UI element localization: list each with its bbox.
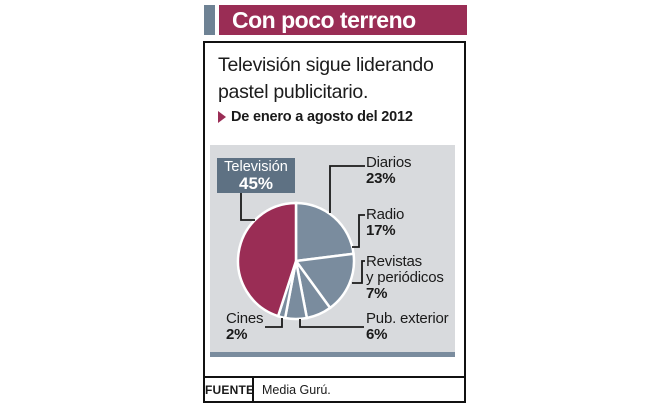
period-note: De enero a agosto del 2012 (218, 109, 413, 125)
pie-slice-televisi-n (236, 201, 298, 318)
page-title: Con poco terreno (232, 7, 416, 33)
title-bar: Con poco terreno (219, 5, 467, 35)
callout-revistas-value: 7% (366, 285, 388, 302)
callout-cines-value: 2% (226, 326, 248, 343)
source-value: Media Gurú. (262, 382, 331, 397)
callout-revistas-label: Revistas (366, 253, 422, 270)
leader-lines (240, 165, 365, 328)
callout-diarios-label: Diarios (366, 154, 412, 171)
pie-slice-diarios (294, 201, 355, 263)
callout-pub-exterior: Pub. exterior 6% (366, 310, 449, 343)
chart-panel: Televisión 45% Diarios 23% Radio 17% Rev… (210, 145, 455, 352)
pie-slice-radio (293, 252, 356, 310)
callout-diarios-value: 23% (366, 170, 396, 187)
callout-cines: Cines 2% (226, 310, 264, 343)
callout-diarios: Diarios 23% (366, 155, 411, 187)
pie-chart (236, 165, 365, 328)
callout-revistas-label-2: y periódicos (366, 269, 444, 286)
leader-line-cines (265, 318, 283, 328)
callout-television: Televisión 45% (217, 158, 295, 193)
callout-radio-value: 17% (366, 222, 396, 239)
period-note-label: De enero a agosto del 2012 (231, 109, 413, 125)
callout-television-value: 45% (238, 174, 274, 193)
chart-subtitle: Televisión sigue liderando pastel public… (218, 54, 434, 103)
source-label: FUENTE (205, 382, 255, 397)
pie-slices (236, 201, 356, 321)
leader-line-television (240, 193, 255, 221)
leader-line-diarios (329, 165, 365, 213)
callout-radio: Radio 17% (366, 207, 404, 239)
callout-radio-label: Radio (366, 206, 405, 223)
source-divider (252, 378, 254, 401)
bullet-triangle-icon (218, 111, 226, 123)
leader-line-revistas (352, 260, 365, 284)
callout-cines-label: Cines (226, 310, 264, 327)
panel-underline (210, 352, 455, 357)
leader-line-radio (352, 214, 365, 248)
leader-line-pub-exterior (299, 319, 364, 328)
callout-revistas: Revistas y periódicos 7% (366, 254, 444, 302)
kicker-square-icon (204, 5, 215, 35)
callout-pub-exterior-label: Pub. exterior (366, 310, 449, 327)
chart-card: Televisión sigue liderando pastel public… (203, 41, 466, 403)
callout-television-label: Televisión (224, 159, 288, 175)
callout-pub-exterior-value: 6% (366, 326, 388, 343)
source-row: FUENTE Media Gurú. (205, 376, 464, 401)
